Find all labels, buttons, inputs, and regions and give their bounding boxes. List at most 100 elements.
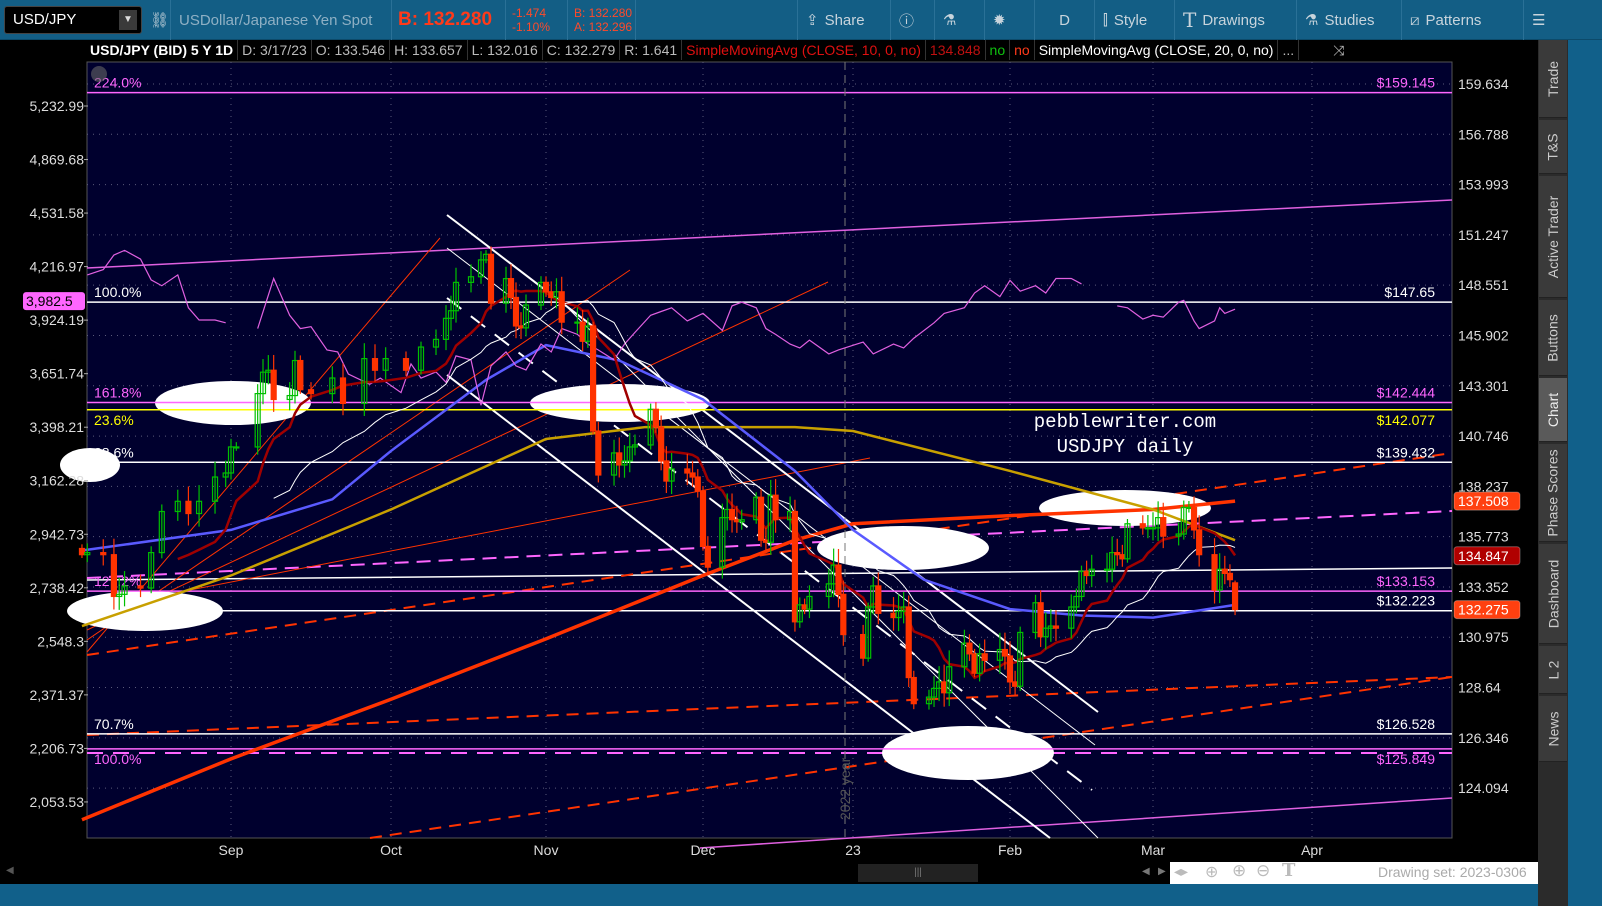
candle[interactable] <box>875 572 882 625</box>
candle[interactable] <box>1078 565 1085 602</box>
candle[interactable] <box>447 295 455 331</box>
candle[interactable] <box>417 341 425 375</box>
candle[interactable] <box>796 597 803 628</box>
candle[interactable] <box>222 460 229 488</box>
candle[interactable] <box>976 643 983 682</box>
candle[interactable] <box>1017 626 1024 691</box>
sidebar-tab-chart[interactable]: Chart <box>1539 378 1567 442</box>
menu-button[interactable]: ☰ <box>1524 0 1584 40</box>
candle[interactable] <box>1109 536 1116 583</box>
candle[interactable] <box>148 546 155 594</box>
candle[interactable] <box>694 469 701 498</box>
candle[interactable] <box>110 538 118 610</box>
sidebar-tab-news[interactable]: News <box>1539 696 1567 762</box>
candle[interactable] <box>791 499 799 632</box>
candle[interactable] <box>806 585 813 619</box>
studies-button[interactable]: ⚗ Studies <box>1297 0 1402 40</box>
fan-line[interactable] <box>86 457 871 611</box>
candle[interactable] <box>382 347 389 380</box>
style-button[interactable]: ⫿ Style <box>1095 0 1175 40</box>
candle[interactable] <box>100 539 107 566</box>
candle[interactable] <box>728 493 736 533</box>
candle[interactable] <box>307 382 315 400</box>
more-studies[interactable]: ... <box>1278 40 1300 60</box>
sidebar-tab-l-2[interactable]: L 2 <box>1539 646 1567 694</box>
candle[interactable] <box>946 650 953 707</box>
settings-button[interactable]: ✹ <box>985 0 1035 40</box>
zoom-in-icon[interactable]: ⊕ <box>1232 861 1247 880</box>
candle[interactable] <box>477 251 485 284</box>
candle[interactable] <box>704 536 711 576</box>
candle[interactable] <box>507 264 515 310</box>
candle[interactable] <box>542 276 550 297</box>
candle[interactable] <box>558 276 565 335</box>
dashed-trend-line[interactable] <box>86 452 1453 656</box>
candle[interactable] <box>652 402 660 433</box>
candle[interactable] <box>442 305 450 351</box>
patterns-button[interactable]: ⧄ Patterns <box>1402 0 1524 40</box>
candle[interactable] <box>595 421 602 483</box>
candle[interactable] <box>981 639 988 672</box>
candle[interactable] <box>227 438 235 480</box>
fan-line[interactable] <box>86 269 631 641</box>
candle[interactable] <box>738 509 745 530</box>
aggregation-button[interactable]: D <box>1035 0 1095 40</box>
candle[interactable] <box>254 384 261 455</box>
candle[interactable] <box>121 571 128 607</box>
candle[interactable] <box>1006 641 1014 694</box>
candle[interactable] <box>895 594 902 632</box>
candle[interactable] <box>1068 594 1075 639</box>
fan-line[interactable] <box>86 281 829 631</box>
candle[interactable] <box>185 486 192 526</box>
sidebar-tab-t-s[interactable]: T&S <box>1539 120 1567 174</box>
candle[interactable] <box>1180 500 1187 540</box>
chart-info-icon[interactable] <box>91 66 107 82</box>
candle[interactable] <box>684 453 691 486</box>
candle[interactable] <box>1088 554 1095 588</box>
candle[interactable] <box>1160 502 1167 549</box>
candle[interactable] <box>1042 612 1049 650</box>
candle[interactable] <box>286 382 293 411</box>
sidebar-tab-buttons[interactable]: Buttons <box>1539 300 1567 376</box>
candle[interactable] <box>699 485 707 551</box>
candle[interactable] <box>339 363 347 416</box>
candle[interactable] <box>78 544 86 559</box>
candle[interactable] <box>211 461 219 514</box>
candle[interactable] <box>259 359 267 405</box>
candle[interactable] <box>402 351 410 376</box>
chevron-down-icon[interactable]: ▼ <box>119 10 137 30</box>
sidebar-tab-dashboard[interactable]: Dashboard <box>1539 544 1567 644</box>
candle[interactable] <box>719 503 726 579</box>
candle[interactable] <box>1073 588 1080 614</box>
candle[interactable] <box>1190 496 1198 539</box>
candle[interactable] <box>961 629 968 678</box>
candle[interactable] <box>668 452 675 494</box>
text-t-icon[interactable]: T <box>1282 860 1296 881</box>
candle[interactable] <box>631 434 639 456</box>
candle[interactable] <box>1124 518 1131 563</box>
candle[interactable] <box>467 264 475 293</box>
candle[interactable] <box>137 574 144 598</box>
candle[interactable] <box>195 485 203 527</box>
study-sma10-label[interactable]: SimpleMovingAvg (CLOSE, 10, 0, no) <box>682 40 926 60</box>
candle[interactable] <box>840 580 847 646</box>
candle[interactable] <box>1196 515 1203 567</box>
scroll-left-icon[interactable]: ◀ <box>6 865 14 876</box>
candle[interactable] <box>361 343 368 417</box>
scroll-right-icon[interactable]: ▶ <box>1158 866 1166 877</box>
sidebar-tab-phase-scores[interactable]: Phase Scores <box>1539 444 1567 542</box>
candle[interactable] <box>616 437 623 478</box>
study-sma20-label[interactable]: SimpleMovingAvg (CLOSE, 20, 0, no) <box>1035 40 1279 60</box>
candle[interactable] <box>658 415 665 471</box>
candle[interactable] <box>772 479 779 533</box>
candle[interactable] <box>825 569 832 609</box>
candle[interactable] <box>537 276 545 311</box>
candle[interactable] <box>1139 515 1146 535</box>
price-chart[interactable]: 224.0% $159.145 100.0% $147.65 161.8% $142.44… <box>0 60 1538 882</box>
candle[interactable] <box>522 294 530 337</box>
trend-line-lower[interactable] <box>699 797 1453 849</box>
candle[interactable] <box>621 445 628 478</box>
candle[interactable] <box>966 634 973 661</box>
candle[interactable] <box>910 670 917 710</box>
candle[interactable] <box>689 460 696 487</box>
